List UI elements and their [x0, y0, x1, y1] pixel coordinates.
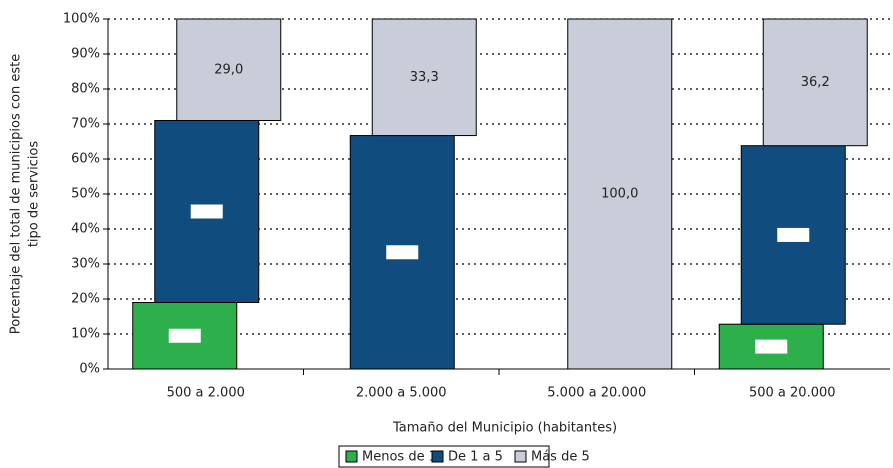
- y-tick-label: 40%: [71, 222, 100, 237]
- bar-segment: [371, 18, 477, 137]
- label-box: [777, 227, 810, 242]
- label-box: [755, 339, 788, 354]
- value-label: 100,0: [601, 187, 638, 202]
- value-label: 29,0: [214, 62, 243, 77]
- y-tick-label: 90%: [71, 47, 100, 62]
- bar-segment: [176, 18, 282, 121]
- legend-swatch: [345, 450, 358, 463]
- x-tick-label: 5.000 a 20.000: [547, 386, 646, 401]
- legend-label: De 1 a 5: [448, 450, 503, 465]
- y-tick-label: 100%: [63, 12, 100, 27]
- legend-label: Más de 5: [531, 450, 590, 465]
- value-label: 33,3: [410, 70, 439, 85]
- y-tick-label: 0%: [79, 362, 100, 377]
- y-tick-label: 30%: [71, 257, 100, 272]
- x-tick-label: 500 a 2.000: [167, 386, 245, 401]
- y-tick-label: 20%: [71, 292, 100, 307]
- legend-swatch: [514, 450, 527, 463]
- y-tick-label: 70%: [71, 117, 100, 132]
- legend-swatch: [431, 450, 444, 463]
- y-axis-title: tipo de servicios: [27, 141, 42, 248]
- label-box: [190, 204, 223, 219]
- bar-segment: [567, 18, 673, 370]
- y-tick-label: 10%: [71, 327, 100, 342]
- x-tick-label: 2.000 a 5.000: [356, 386, 447, 401]
- x-axis-title: Tamaño del Municipio (habitantes): [392, 421, 617, 436]
- label-box: [386, 245, 419, 260]
- y-tick-label: 80%: [71, 82, 100, 97]
- value-label: 36,2: [801, 75, 830, 90]
- label-box: [168, 328, 201, 343]
- bar-segment: [762, 18, 868, 147]
- y-tick-label: 50%: [71, 187, 100, 202]
- y-tick-label: 60%: [71, 152, 100, 167]
- legend-label: Menos de 1: [362, 450, 437, 465]
- y-axis-title: Porcentaje del total de municipios con e…: [9, 54, 24, 334]
- x-tick-label: 500 a 20.000: [749, 386, 836, 401]
- legend-box: [338, 445, 550, 468]
